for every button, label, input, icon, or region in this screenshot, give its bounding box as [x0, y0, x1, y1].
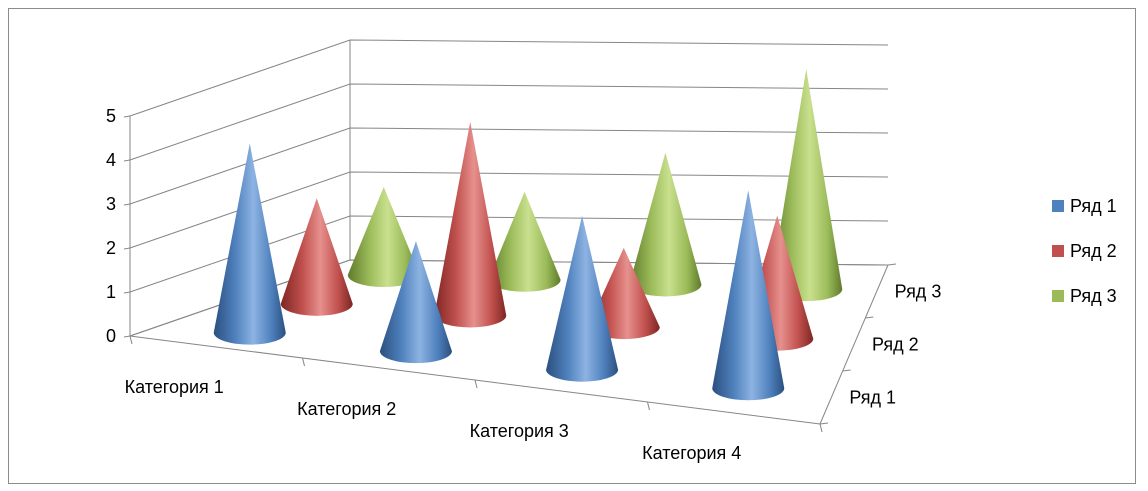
- y-tick-label: 3: [106, 194, 116, 214]
- x-tick-mark: [474, 379, 478, 389]
- y-tick-mark: [123, 115, 131, 118]
- cone-3-1: [347, 187, 420, 288]
- gridline: [129, 171, 889, 249]
- chart-frame: [8, 8, 1136, 484]
- cone-body: [379, 241, 452, 364]
- category-label: Категория 1: [125, 377, 224, 397]
- cone-2-2: [434, 121, 507, 328]
- gridlines: [129, 39, 889, 337]
- cone-body: [347, 187, 420, 288]
- cone-1-1: [213, 143, 286, 345]
- category-label: Категория 3: [470, 421, 569, 441]
- cone-body: [434, 121, 507, 328]
- cone-2-1: [280, 198, 353, 316]
- y-tick-mark: [123, 335, 131, 338]
- depth-tick-mark: [819, 422, 829, 425]
- y-tick-label: 1: [106, 282, 116, 302]
- x-tick-mark: [647, 401, 650, 411]
- y-tick-label: 5: [106, 106, 116, 126]
- cone-body: [629, 152, 702, 297]
- y-tick-mark: [123, 291, 131, 294]
- cone-series: [213, 69, 843, 401]
- cone-1-3: [546, 215, 619, 382]
- cone-1-2: [379, 241, 452, 364]
- depth-label: Ряд 1: [849, 388, 896, 408]
- gridline: [129, 127, 889, 205]
- gridline: [129, 259, 889, 337]
- y-tick-mark: [123, 247, 131, 250]
- y-tick-mark: [123, 159, 131, 162]
- cone-body: [488, 191, 561, 292]
- legend: Ряд 1 Ряд 2 Ряд 3: [1052, 196, 1117, 306]
- cone-1-4: [712, 190, 785, 401]
- gridline: [129, 39, 889, 117]
- legend-swatch: [1052, 290, 1064, 302]
- y-tick-labels: 0 1 2 3 4 5: [106, 106, 116, 346]
- legend-swatch: [1052, 245, 1064, 257]
- legend-label: Ряд 3: [1070, 286, 1117, 306]
- cone-body: [587, 247, 660, 340]
- category-label: Категория 2: [297, 399, 396, 419]
- depth-labels: Ряд 1 Ряд 2 Ряд 3: [849, 282, 941, 408]
- depth-tick-mark: [842, 369, 851, 372]
- gridline: [129, 83, 889, 161]
- y-tick-label: 0: [106, 326, 116, 346]
- axes: [123, 115, 897, 433]
- y-tick-label: 2: [106, 238, 116, 258]
- depth-tick-mark: [865, 316, 874, 319]
- cone-body: [213, 143, 286, 345]
- cone-3-4: [770, 69, 843, 302]
- depth-axis-line: [819, 264, 889, 425]
- category-labels: Категория 1 Категория 2 Категория 3 Категор…: [125, 377, 742, 463]
- x-tick-mark: [129, 335, 133, 345]
- legend-label: Ряд 2: [1070, 241, 1117, 261]
- depth-label: Ряд 2: [872, 335, 919, 355]
- x-tick-mark: [819, 423, 823, 433]
- legend-swatch: [1052, 200, 1064, 212]
- depth-tick-mark: [887, 263, 897, 266]
- y-tick-label: 4: [106, 150, 116, 170]
- legend-label: Ряд 1: [1070, 196, 1117, 216]
- category-label: Категория 4: [642, 443, 741, 463]
- depth-label: Ряд 3: [895, 282, 942, 302]
- y-tick-mark: [123, 203, 131, 206]
- cone-3-2: [488, 191, 561, 292]
- x-tick-mark: [302, 357, 305, 367]
- cone-body: [546, 215, 619, 382]
- cone-body: [770, 69, 843, 302]
- cone-2-3: [587, 247, 660, 340]
- gridline: [129, 215, 889, 293]
- cone-3-3: [629, 152, 702, 297]
- cone-body: [712, 190, 785, 401]
- cone-body: [280, 198, 353, 316]
